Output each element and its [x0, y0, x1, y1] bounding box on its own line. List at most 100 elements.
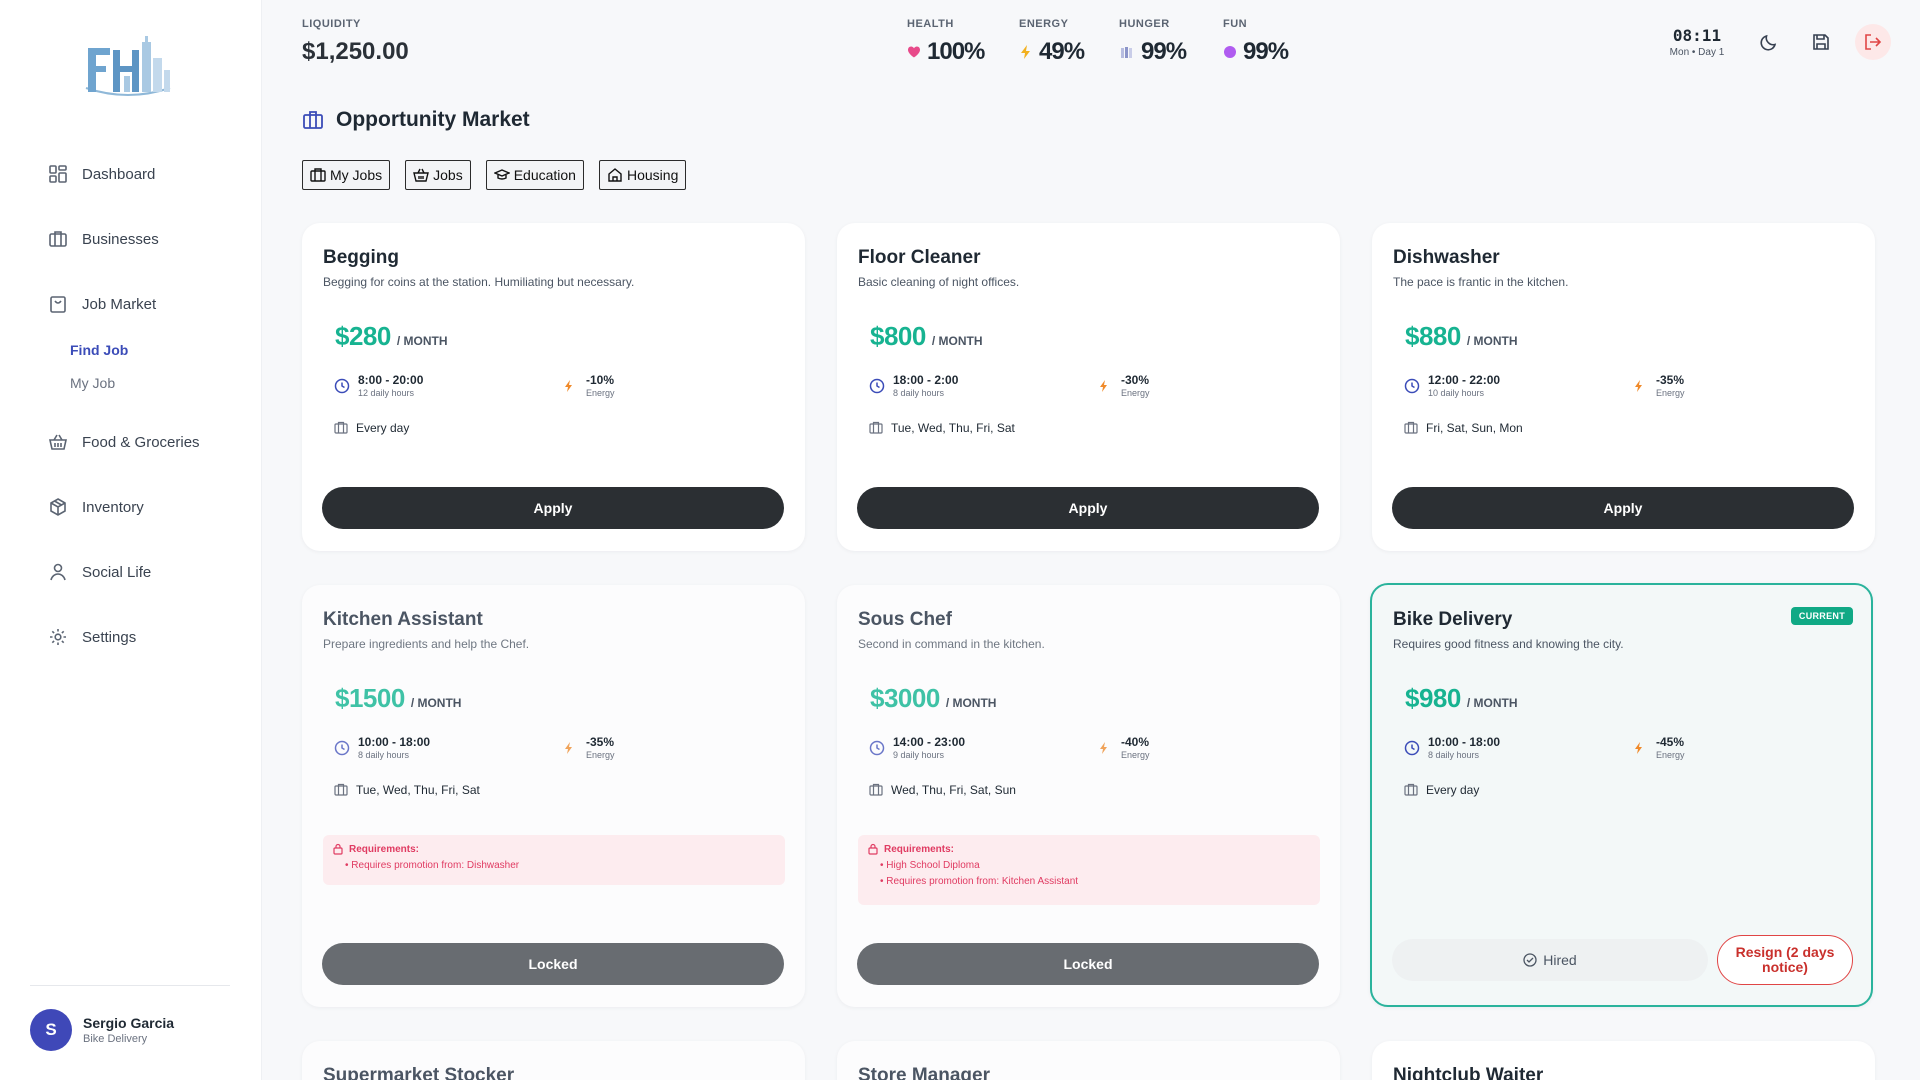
days-text: Tue, Wed, Thu, Fri, Sat	[891, 421, 1015, 435]
filter-my-jobs[interactable]: My Jobs	[302, 160, 391, 190]
theme-toggle-button[interactable]	[1751, 24, 1787, 60]
job-hours: 10:00 - 18:00 8 daily hours	[1404, 735, 1500, 760]
apply-button[interactable]: Apply	[322, 487, 784, 529]
app-logo[interactable]	[80, 30, 176, 104]
salary-amount: $800	[870, 321, 926, 351]
job-title: Supermarket Stocker	[323, 1065, 515, 1080]
salary-period: / MONTH	[945, 696, 997, 710]
sidebar-item-inventory[interactable]: Inventory	[48, 493, 144, 521]
briefcase-icon	[1404, 783, 1418, 797]
job-energy: -30% Energy	[1099, 373, 1150, 398]
stat-value: 100%	[927, 38, 985, 65]
salary-period: / MONTH	[396, 334, 448, 348]
briefcase-icon	[1404, 421, 1418, 435]
hours-range: 10:00 - 18:00	[358, 735, 431, 749]
hours-count: 8 daily hours	[893, 388, 945, 398]
energy-label: Energy	[1121, 388, 1150, 398]
hired-label: Hired	[1543, 952, 1577, 968]
hours-count: 10 daily hours	[1428, 388, 1485, 398]
stat-energy: ENERGY 49%	[1019, 18, 1085, 66]
stat-health: HEALTH 100%	[907, 18, 985, 66]
lightning-icon	[564, 379, 574, 393]
lock-icon	[868, 843, 878, 855]
filter-education[interactable]: Education	[485, 160, 584, 190]
lightning-icon	[1019, 44, 1033, 60]
page-title-text: Opportunity Market	[336, 108, 530, 131]
hours-range: 14:00 - 23:00	[893, 735, 966, 749]
shopping-bag-icon	[48, 294, 68, 314]
job-description: Prepare ingredients and help the Chef.	[323, 637, 530, 651]
lightning-icon	[1099, 379, 1109, 393]
job-days: Every day	[1404, 783, 1479, 797]
salary-amount: $880	[1405, 321, 1461, 351]
requirement-item: • High School Diploma	[880, 860, 980, 871]
sidebar-item-dashboard[interactable]: Dashboard	[48, 160, 155, 188]
filter-bar: My Jobs Jobs Education Housing	[302, 160, 701, 190]
clock-icon	[1404, 378, 1420, 394]
salary-period: / MONTH	[410, 696, 462, 710]
filter-label: My Jobs	[330, 167, 383, 183]
locked-button[interactable]: Locked	[857, 943, 1319, 985]
briefcase-icon	[48, 229, 68, 249]
job-card-bike-delivery: Bike Delivery CURRENT Requires good fitn…	[1370, 583, 1873, 1007]
energy-cost: -35%	[586, 735, 615, 749]
briefcase-icon	[869, 421, 883, 435]
moon-icon	[1759, 32, 1779, 52]
game-clock: 08:11 Mon • Day 1	[1654, 26, 1740, 58]
user-profile[interactable]: S Sergio Garcia Bike Delivery	[30, 1009, 174, 1051]
avatar: S	[30, 1009, 72, 1051]
package-icon	[48, 497, 68, 517]
basket-icon	[413, 167, 430, 183]
stat-fun: FUN 99%	[1223, 18, 1289, 66]
stat-value: 49%	[1039, 38, 1085, 65]
apply-button[interactable]: Apply	[1392, 487, 1854, 529]
energy-cost: -35%	[1656, 373, 1685, 387]
salary-period: / MONTH	[1466, 334, 1518, 348]
locked-button[interactable]: Locked	[322, 943, 784, 985]
graduation-cap-icon	[493, 167, 510, 183]
job-days: Every day	[334, 421, 409, 435]
logout-button[interactable]	[1855, 24, 1891, 60]
clock-icon	[334, 378, 350, 394]
stat-label: FUN	[1223, 18, 1248, 30]
briefcase-icon	[869, 783, 883, 797]
resign-button[interactable]: Resign (2 days notice)	[1717, 935, 1853, 985]
job-days: Tue, Wed, Thu, Fri, Sat	[869, 421, 1015, 435]
job-salary: $280 / MONTH	[335, 321, 448, 352]
sidebar-item-food-groceries[interactable]: Food & Groceries	[48, 428, 200, 456]
job-title: Kitchen Assistant	[323, 609, 483, 630]
sidebar-item-social-life[interactable]: Social Life	[48, 558, 151, 586]
job-description: Begging for coins at the station. Humili…	[323, 275, 635, 289]
heart-icon	[907, 45, 921, 59]
job-hours: 18:00 - 2:00 8 daily hours	[869, 373, 958, 398]
food-icon	[1119, 45, 1135, 59]
lightning-icon	[564, 741, 574, 755]
stat-label: ENERGY	[1019, 18, 1069, 30]
job-salary: $980 / MONTH	[1405, 683, 1518, 714]
sidebar-subitem-find-job[interactable]: Find Job	[70, 342, 129, 358]
salary-amount: $980	[1405, 683, 1461, 713]
job-description: Requires good fitness and knowing the ci…	[1393, 637, 1624, 651]
apply-button[interactable]: Apply	[857, 487, 1319, 529]
clock-icon	[869, 740, 885, 756]
lock-icon	[333, 843, 343, 855]
filter-jobs[interactable]: Jobs	[405, 160, 471, 190]
sidebar-subitem-my-job[interactable]: My Job	[70, 375, 116, 391]
sidebar-item-settings[interactable]: Settings	[48, 623, 136, 651]
requirement-item: • Requires promotion from: Dishwasher	[345, 860, 520, 871]
job-days: Tue, Wed, Thu, Fri, Sat	[334, 783, 480, 797]
sidebar-item-businesses[interactable]: Businesses	[48, 225, 159, 253]
job-energy: -35% Energy	[1634, 373, 1685, 398]
hours-count: 8 daily hours	[358, 750, 410, 760]
stat-value: 99%	[1243, 38, 1289, 65]
filter-housing[interactable]: Housing	[598, 160, 687, 190]
job-card-nightclub-waiter: Nightclub Waiter	[1372, 1041, 1875, 1080]
job-title: Dishwasher	[1393, 247, 1500, 268]
clock-icon	[334, 740, 350, 756]
energy-cost: -10%	[586, 373, 615, 387]
energy-label: Energy	[1121, 750, 1150, 760]
sidebar-item-job-market[interactable]: Job Market	[48, 290, 156, 318]
save-button[interactable]	[1803, 24, 1839, 60]
job-energy: -35% Energy	[564, 735, 615, 760]
energy-cost: -30%	[1121, 373, 1150, 387]
